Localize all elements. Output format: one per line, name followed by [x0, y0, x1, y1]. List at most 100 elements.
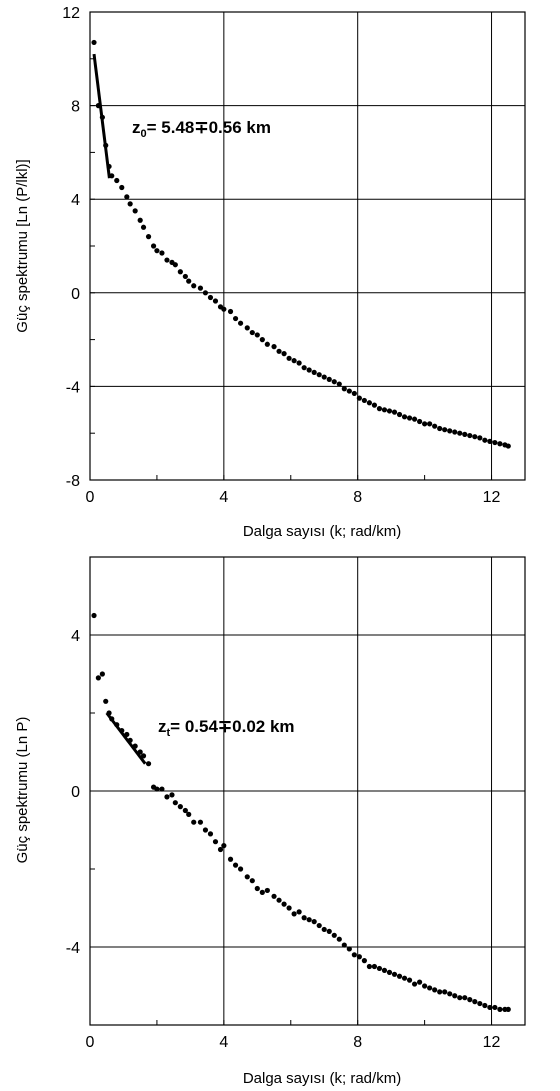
- top-data-point: [467, 432, 473, 439]
- bottom-data-point: [286, 905, 292, 911]
- bottom-data-point: [341, 942, 347, 948]
- bottom-data-point: [169, 792, 175, 798]
- bottom-data-point: [477, 1000, 483, 1007]
- top-data-point: [106, 163, 112, 170]
- bottom-data-point: [411, 981, 418, 987]
- top-data-point: [182, 273, 188, 280]
- top-annotation-subscript: 0: [141, 128, 147, 140]
- bottom-y-tick-label: 4: [71, 628, 80, 645]
- bottom-data-point: [154, 786, 160, 792]
- bottom-data-point: [281, 901, 287, 907]
- top-annotation-text: = 5.48∓0.56 km: [147, 118, 271, 137]
- top-data-point: [132, 208, 138, 214]
- top-data-point: [366, 400, 373, 406]
- bottom-data-point: [191, 819, 197, 825]
- bottom-y-tick-label: 0: [71, 784, 80, 801]
- bottom-data-point: [391, 971, 398, 977]
- bottom-data-point: [376, 965, 383, 972]
- top-data-point: [232, 315, 239, 322]
- bottom-data-point: [396, 973, 403, 979]
- bottom-x-tick-label: 0: [86, 1034, 95, 1051]
- top-data-point: [95, 103, 101, 109]
- bottom-data-point: [249, 878, 255, 884]
- bottom-data-point: [416, 979, 423, 985]
- bottom-data-point: [296, 909, 302, 915]
- top-annotation-prefix: z: [132, 118, 141, 137]
- bottom-data-point: [386, 969, 393, 975]
- bottom-data-point: [311, 919, 317, 925]
- bottom-data-point: [212, 839, 219, 845]
- bottom-data-point: [351, 952, 357, 958]
- bottom-data-point: [326, 928, 332, 935]
- bottom-data-point: [119, 727, 125, 734]
- top-data-point: [341, 386, 347, 392]
- top-data-point: [237, 320, 244, 326]
- top-x-tick-label: 12: [483, 489, 501, 506]
- bottom-data-point: [140, 753, 147, 759]
- bottom-annotation-text: = 0.54∓0.02 km: [170, 717, 294, 736]
- top-data-point: [212, 298, 219, 304]
- top-data-point: [437, 425, 443, 432]
- top-data-point: [291, 358, 297, 364]
- top-data-point: [91, 39, 97, 46]
- bottom-data-point: [487, 1004, 493, 1011]
- bottom-data-point: [244, 874, 250, 880]
- bottom-data-point: [356, 954, 362, 960]
- top-y-axis-title: Güç spektrumu [Ln (P/lkl)]: [14, 159, 31, 332]
- bottom-data-point: [497, 1006, 503, 1013]
- bottom-data-point: [432, 987, 438, 993]
- top-data-point: [321, 374, 327, 380]
- top-data-point: [244, 325, 250, 331]
- top-data-point: [381, 407, 388, 413]
- top-data-point: [249, 329, 255, 336]
- top-y-tick-label: -4: [66, 379, 80, 396]
- bottom-data-point: [106, 710, 112, 716]
- bottom-data-point: [462, 995, 468, 1001]
- top-data-point: [492, 439, 498, 446]
- top-data-point: [276, 348, 282, 354]
- top-data-point: [487, 438, 493, 444]
- top-data-point: [447, 428, 453, 434]
- top-data-point: [150, 243, 157, 249]
- top-data-point: [472, 434, 478, 440]
- top-data-point: [254, 332, 260, 338]
- bottom-data-point: [232, 862, 239, 868]
- bottom-annotation-subscript: t: [167, 727, 171, 739]
- bottom-data-point: [291, 911, 297, 917]
- top-data-point: [114, 177, 120, 184]
- top-y-tick-label: -8: [66, 473, 80, 490]
- chart-bottom: 0 4 8 12 -4 0 4 Güç spektrumu (Ln P) Dalga say…: [14, 556, 526, 1087]
- top-annotation: z0= 5.48∓0.56 km: [132, 118, 271, 140]
- bottom-data-point: [301, 915, 307, 921]
- bottom-data-point: [472, 999, 478, 1005]
- bottom-data-point: [276, 897, 282, 903]
- top-data-point: [145, 234, 152, 240]
- bottom-data-point: [401, 975, 408, 981]
- top-data-point: [336, 381, 342, 387]
- bottom-y-axis-title: Güç spektrumu (Ln P): [14, 717, 31, 864]
- top-data-point: [457, 430, 463, 436]
- bottom-data-point: [237, 866, 244, 872]
- top-data-point: [154, 248, 160, 254]
- top-data-point: [416, 418, 423, 425]
- top-data-point: [137, 217, 143, 223]
- bottom-data-point: [492, 1004, 498, 1011]
- bottom-fit-line: [105, 712, 147, 765]
- bottom-data-point: [482, 1002, 488, 1009]
- bottom-data-point: [103, 698, 109, 704]
- top-data-point: [356, 395, 362, 401]
- bottom-data-point: [406, 977, 413, 983]
- bottom-data-point: [331, 932, 337, 938]
- top-x-tick-label: 8: [353, 489, 362, 506]
- bottom-data-point: [346, 946, 352, 952]
- bottom-data-point: [316, 922, 322, 929]
- bottom-data-point: [132, 743, 138, 749]
- bottom-data-point: [217, 846, 224, 853]
- bottom-x-axis-title: Dalga sayısı (k; rad/km): [243, 1070, 401, 1087]
- top-data-point: [259, 337, 265, 343]
- top-data-point: [140, 224, 147, 230]
- bottom-data-point: [197, 819, 204, 825]
- top-data-point: [207, 294, 214, 301]
- top-x-tick-label: 4: [219, 489, 228, 506]
